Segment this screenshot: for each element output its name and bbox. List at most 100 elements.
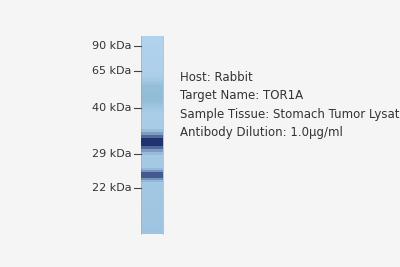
Bar [142,179,163,181]
Bar [142,56,163,57]
Bar [142,81,163,82]
Bar [142,142,163,143]
Bar [142,217,163,219]
Bar [142,115,163,117]
Bar [142,41,163,43]
Bar [142,209,163,210]
Bar [142,207,163,209]
Bar [142,148,163,150]
Text: Target Name: TOR1A: Target Name: TOR1A [180,89,303,102]
Bar [142,164,163,166]
Bar [142,107,163,108]
Bar [142,201,163,202]
Bar [142,161,163,163]
Bar [142,138,163,146]
Bar [142,91,163,92]
Bar [142,120,163,122]
Bar [142,194,163,196]
Text: Antibody Dilution: 1.0μg/ml: Antibody Dilution: 1.0μg/ml [180,126,343,139]
Bar [142,135,163,136]
Bar [142,48,163,49]
Bar [142,187,163,189]
Bar [142,143,163,145]
Bar [142,100,163,102]
Bar [142,166,163,168]
Text: Sample Tissue: Stomach Tumor Lysate: Sample Tissue: Stomach Tumor Lysate [180,108,400,121]
Bar [142,62,163,64]
Bar [142,145,163,146]
Bar [142,206,163,207]
Bar [142,225,163,227]
Text: 40 kDa: 40 kDa [92,103,131,113]
Bar [142,61,163,62]
Bar [142,132,163,152]
Bar [142,99,163,100]
Bar [142,224,163,225]
Bar [142,197,163,199]
Bar [142,112,163,113]
Bar [142,129,163,155]
Bar [142,66,163,67]
Bar [142,125,163,127]
Bar [142,204,163,206]
Bar [142,79,163,81]
Text: 65 kDa: 65 kDa [92,66,131,76]
Bar [142,222,163,224]
Bar [142,196,163,197]
Bar [142,146,163,148]
Bar [142,158,163,159]
Bar [142,76,163,77]
Bar [142,69,163,71]
Bar [142,67,163,69]
Bar [142,127,163,128]
Bar [142,132,163,133]
Bar [142,117,163,118]
Text: 22 kDa: 22 kDa [92,183,131,193]
Bar [142,168,163,182]
Bar [142,73,163,114]
Bar [142,81,163,107]
Bar [142,191,163,193]
Bar [142,155,163,156]
Bar [142,151,163,153]
Bar [142,83,163,104]
Bar [142,156,163,158]
Bar [142,229,163,230]
Bar [142,150,163,151]
Bar [142,210,163,212]
Bar [142,118,163,120]
Bar [142,173,163,174]
Bar [142,153,163,155]
Bar [142,87,163,89]
Bar [142,44,163,46]
Bar [142,219,163,220]
Bar [142,159,163,161]
Bar [142,193,163,194]
Bar [142,102,163,104]
Bar [142,85,163,87]
Bar [142,82,163,84]
Bar [142,172,163,178]
Bar [142,171,163,173]
Bar [142,176,163,178]
Bar [142,53,163,54]
Bar [142,128,163,130]
Bar [142,183,163,184]
Text: Host: Rabbit: Host: Rabbit [180,71,253,84]
Bar [142,95,163,97]
Bar [142,105,163,107]
Bar [142,85,163,102]
Text: 29 kDa: 29 kDa [92,149,131,159]
Bar [142,74,163,76]
Bar [142,57,163,59]
Bar [142,49,163,51]
Bar [142,51,163,53]
Bar [142,163,163,164]
Bar [142,169,163,171]
Bar [142,186,163,187]
Bar [142,92,163,94]
Bar [142,46,163,48]
Bar [142,78,163,109]
Bar [142,189,163,191]
Bar [142,140,163,142]
